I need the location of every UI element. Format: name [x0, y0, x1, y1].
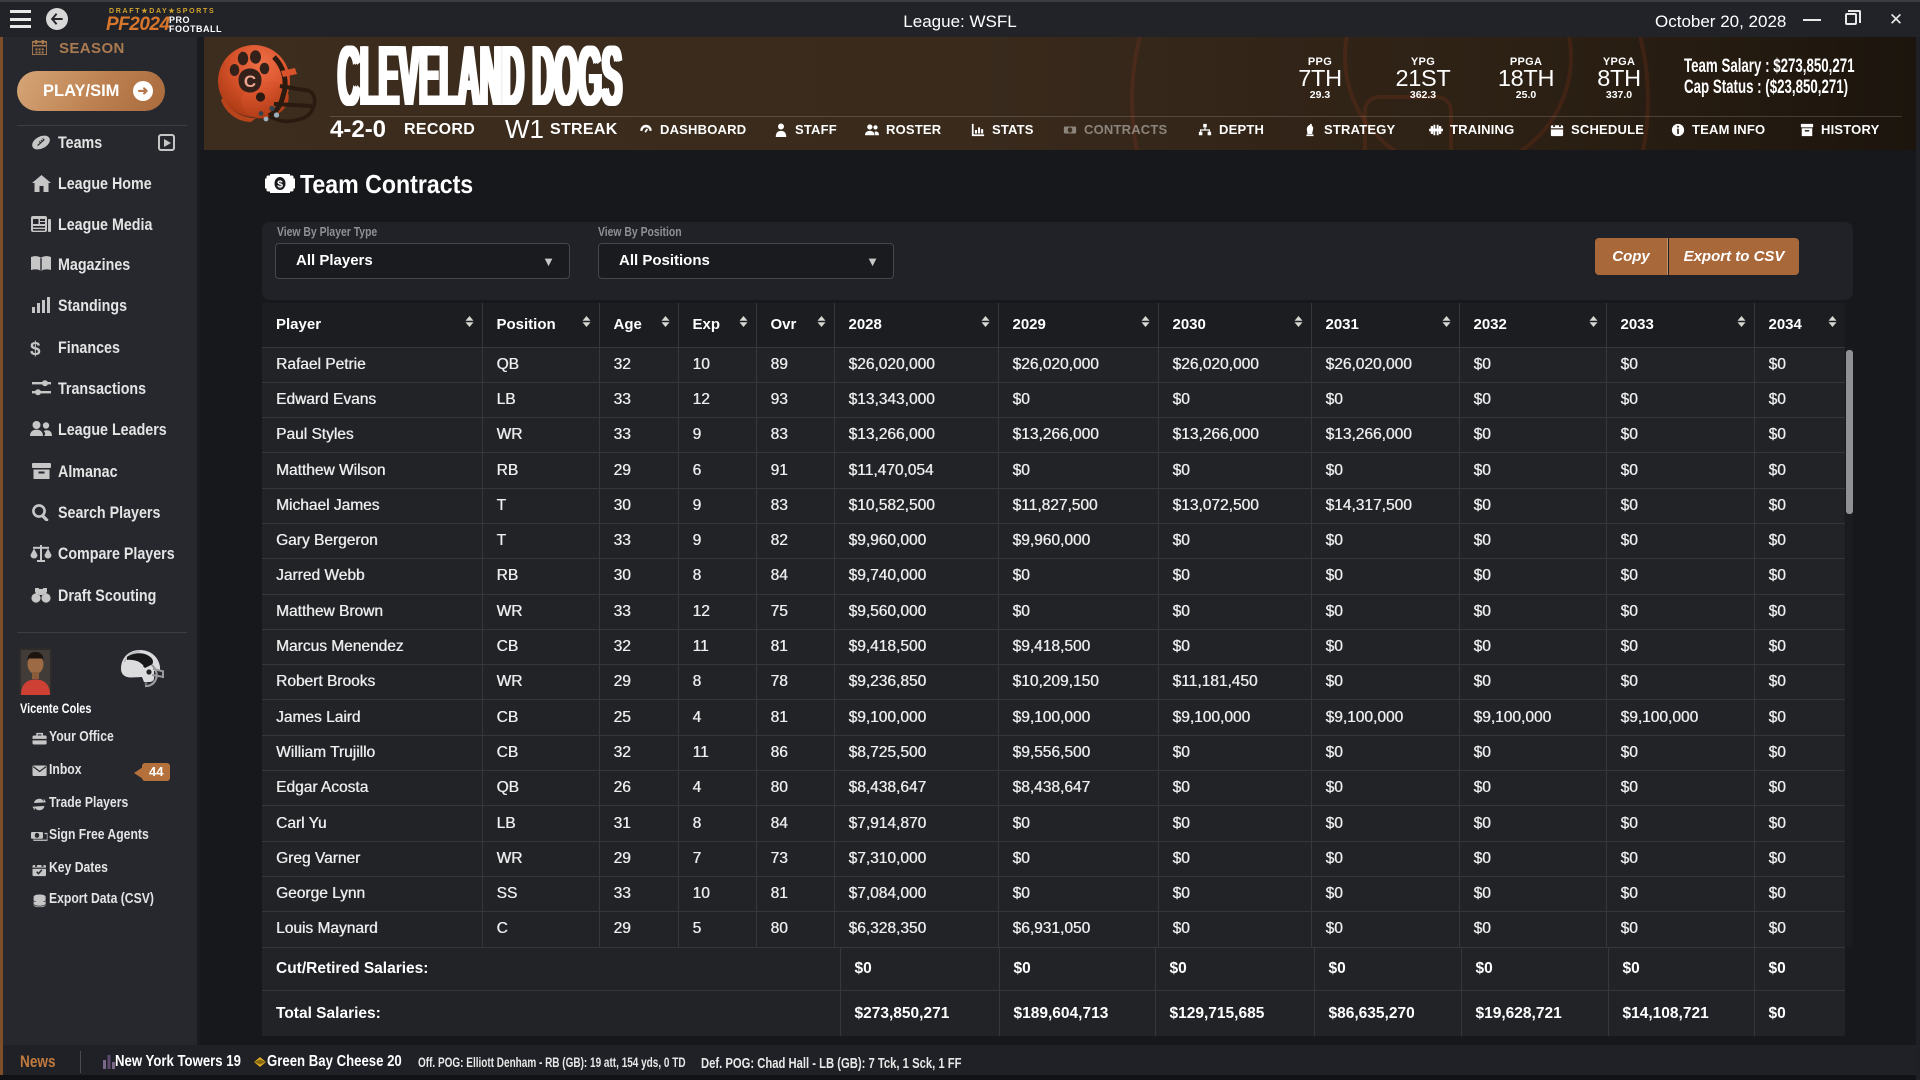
- svg-text:$: $: [277, 179, 283, 191]
- svg-text:C: C: [244, 72, 256, 91]
